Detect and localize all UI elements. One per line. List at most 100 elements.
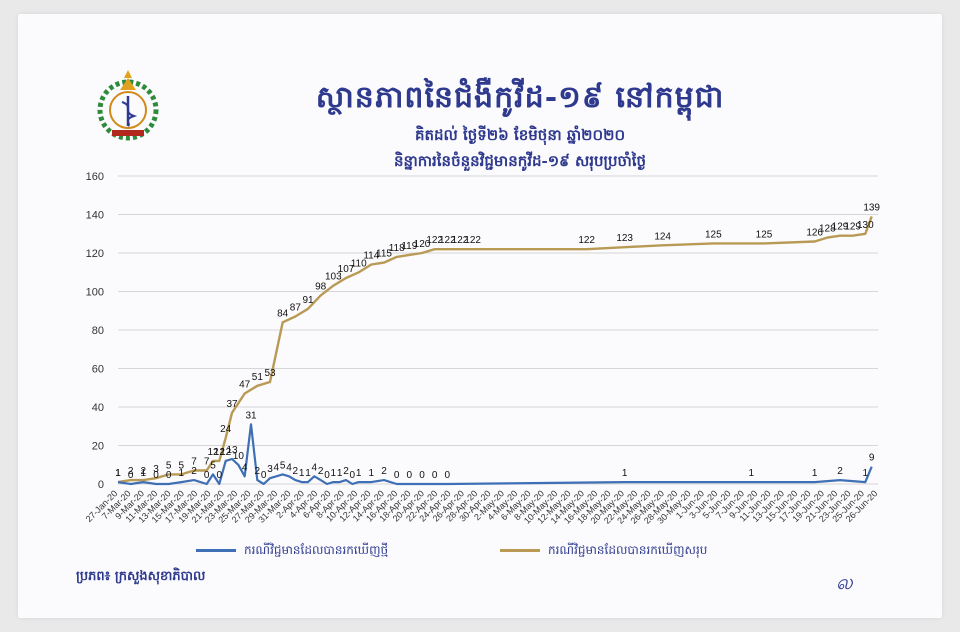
data-label-total: 3 — [153, 464, 159, 475]
data-label-new: 4 — [312, 462, 318, 473]
x-axis: 27-Jan-207-Mar-209-Mar-2011-Mar-2013-Mar… — [84, 488, 880, 525]
data-label-new: 0 — [166, 470, 172, 481]
report-sheet — [18, 14, 942, 618]
data-label-total: 115 — [376, 249, 392, 260]
data-label-total: 119 — [401, 241, 417, 252]
data-label-total: 125 — [756, 229, 773, 240]
y-tick-label: 160 — [86, 171, 104, 183]
signature: ல — [836, 570, 853, 594]
data-label-new: 1 — [331, 468, 337, 479]
data-label-total: 12 — [214, 447, 226, 458]
data-label-total: 5 — [166, 460, 172, 471]
data-label-new: 31 — [245, 410, 257, 421]
series-line-total-cases — [117, 215, 873, 484]
data-label-total: 53 — [264, 368, 276, 379]
data-label-total: 125 — [705, 229, 722, 240]
y-tick-label: 60 — [92, 364, 104, 376]
data-label-total: 122 — [452, 235, 469, 246]
data-label-new: 0 — [204, 470, 210, 481]
data-label-new: 2 — [343, 466, 349, 477]
data-label-total: 98 — [315, 281, 327, 292]
data-label-new: 1 — [337, 468, 343, 479]
data-label-new: 1 — [305, 468, 311, 479]
series-line-new-cases — [117, 423, 873, 486]
y-tick-label: 0 — [98, 479, 104, 491]
data-label-total: 7 — [191, 457, 197, 468]
data-label-new: 1 — [299, 468, 305, 479]
legend-total-cases-swatch — [500, 549, 540, 552]
data-label-total: 118 — [389, 243, 405, 254]
chart-subtitle-date: គិតដល់ ថ្ងៃទី២៦ ខែមិថុនា ឆ្នាំ២០២០ — [414, 126, 626, 144]
legend-new-cases-swatch — [196, 549, 236, 552]
chart-title: ស្ថានភាពនៃជំងឺកូវីដ-១៩ នៅកម្ពុជា — [315, 80, 725, 115]
data-label-new: 1 — [115, 468, 121, 479]
data-label-total: 130 — [857, 220, 874, 231]
data-label-total: 124 — [654, 231, 671, 242]
data-label-new: 0 — [394, 470, 400, 481]
legend-total-cases-label: ករណីវិជ្ជមានដែលបានរកឃើញសរុប — [548, 543, 708, 557]
data-label-total: 139 — [863, 202, 880, 213]
data-label-total: 120 — [414, 239, 431, 250]
data-label-new: 0 — [407, 470, 413, 481]
data-label-new: 4 — [286, 462, 292, 473]
y-tick-label: 80 — [92, 325, 104, 337]
data-label-new: 12 — [220, 447, 232, 458]
data-label-total: 2 — [141, 466, 147, 477]
data-label-total: 103 — [325, 272, 342, 283]
data-label-new: 1 — [356, 468, 362, 479]
data-label-total: 12 — [207, 447, 219, 458]
data-label-total: 84 — [277, 308, 289, 319]
data-label-total: 126 — [806, 227, 823, 238]
data-label-new: 0 — [217, 470, 223, 481]
data-label-total: 5 — [179, 460, 185, 471]
data-label-new: 0 — [128, 470, 134, 481]
data-label-new: 5 — [210, 460, 216, 471]
data-label-new: 4 — [242, 462, 248, 473]
y-tick-label: 100 — [86, 287, 104, 299]
data-label-total: 7 — [204, 457, 210, 468]
data-label-new: 1 — [141, 468, 147, 479]
data-label-total: 123 — [616, 233, 633, 244]
data-label-new: 1 — [812, 468, 818, 479]
data-label-total: 107 — [338, 264, 355, 275]
data-label-new: 10 — [233, 451, 245, 462]
chart-subtitle-description: និន្នាការនៃចំនួនវិជ្ជមានកូវីដ-១៩ សរុបប្រ… — [393, 152, 647, 170]
data-label-new: 1 — [863, 468, 869, 479]
data-label-total: 37 — [226, 399, 238, 410]
data-label-new: 1 — [179, 468, 185, 479]
source-note: ប្រភព៖ ក្រសួងសុខាភិបាល — [76, 569, 206, 584]
data-label-total: 114 — [363, 251, 379, 262]
chart-series — [117, 215, 873, 486]
data-label-total: 122 — [464, 235, 481, 246]
data-label-new: 2 — [381, 466, 387, 477]
data-label-new: 1 — [622, 468, 628, 479]
data-label-new: 0 — [445, 470, 451, 481]
data-label-total: 2 — [128, 466, 134, 477]
data-label-new: 1 — [369, 468, 375, 479]
chart-gridlines — [118, 175, 878, 485]
data-label-total: 47 — [239, 380, 251, 391]
data-label-new: 2 — [293, 466, 299, 477]
legend-new-cases-label: ករណីវិជ្ជមានដែលបានរកឃើញថ្មី — [244, 543, 389, 557]
data-label-new: 0 — [432, 470, 438, 481]
data-label-new: 0 — [350, 470, 356, 481]
data-label-new: 9 — [869, 453, 875, 464]
data-label-new: 0 — [324, 470, 330, 481]
data-label-new: 2 — [318, 466, 324, 477]
data-label-new: 0 — [153, 470, 159, 481]
data-label-total: 87 — [290, 303, 302, 314]
data-label-total: 110 — [351, 258, 367, 269]
y-tick-label: 140 — [86, 210, 104, 222]
data-label-new: 1 — [749, 468, 755, 479]
data-label-total: 122 — [578, 235, 595, 246]
data-label-total: 129 — [844, 222, 861, 233]
data-label-new: 0 — [261, 470, 267, 481]
data-label-total: 91 — [302, 295, 314, 306]
y-tick-label: 120 — [86, 248, 104, 260]
data-label-new: 13 — [226, 445, 238, 456]
data-label-total: 129 — [832, 222, 849, 233]
data-label-new: 2 — [191, 466, 197, 477]
data-label-new: 5 — [280, 460, 286, 471]
